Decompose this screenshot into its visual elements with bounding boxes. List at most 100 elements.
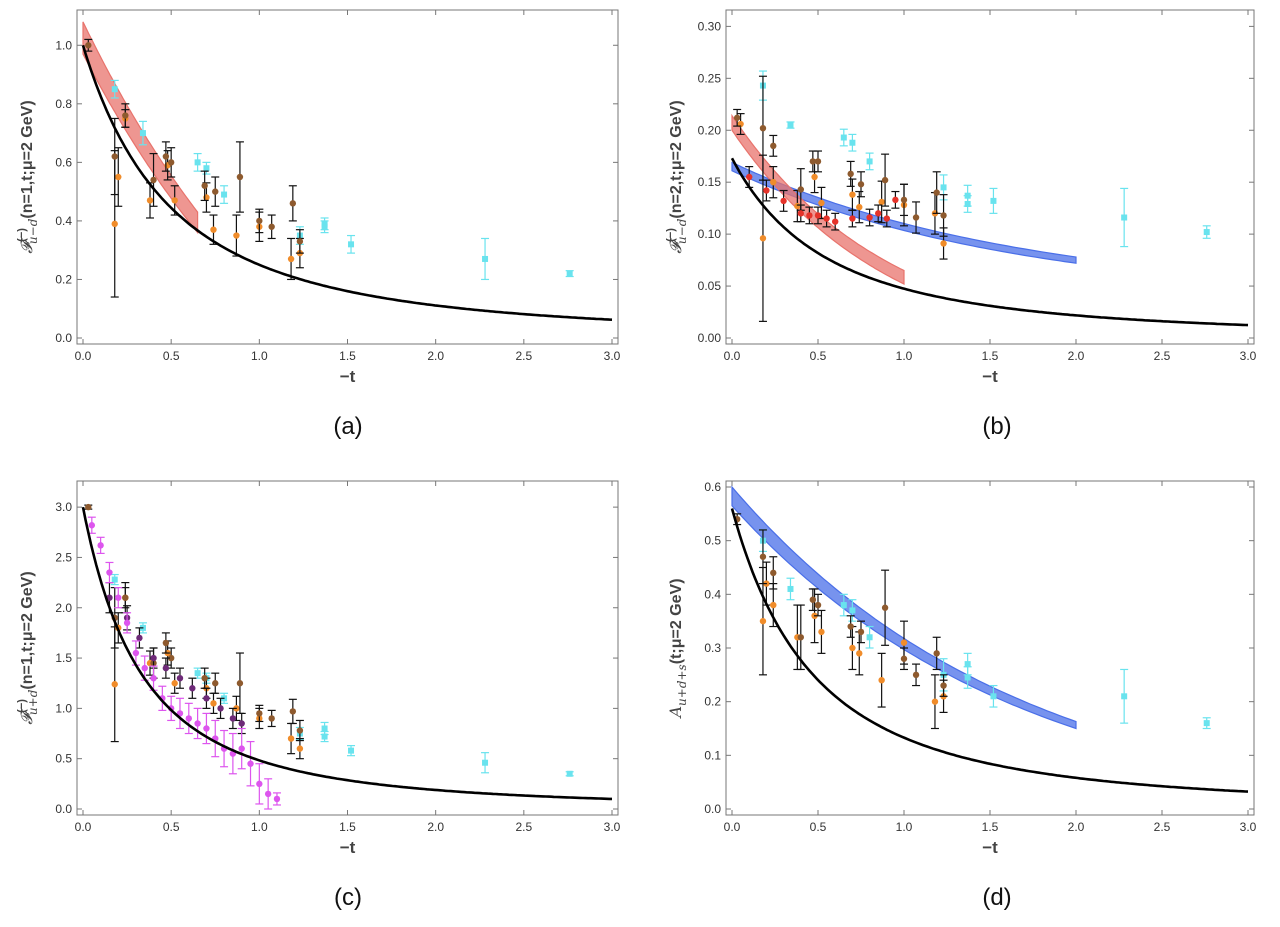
orange-data-point	[856, 203, 863, 211]
plot-area	[730, 485, 1249, 793]
orange-data-point	[115, 173, 122, 181]
y-tick-label: 0.6	[704, 480, 721, 494]
brown-data-point	[212, 188, 219, 195]
plot-area	[81, 503, 612, 810]
panel-label: (a)	[333, 413, 362, 440]
theory-curve	[81, 44, 613, 321]
brown-data-point	[759, 553, 767, 560]
x-tick-label: 2.5	[515, 349, 532, 363]
brown-data-point	[770, 142, 777, 150]
brown-data-point	[912, 214, 920, 221]
magenta-data-point	[247, 760, 254, 767]
brown-data-point	[912, 671, 920, 679]
theory-curve	[730, 508, 1249, 793]
y-tick-label: 0.5	[55, 752, 72, 766]
x-tick-label: 2.5	[1154, 349, 1171, 363]
brown-data-point	[162, 639, 170, 647]
x-tick-label: 2.0	[1068, 349, 1085, 363]
y-tick-label: 0.0	[704, 802, 721, 816]
panel-b: 0.0 0.5 1.0 1.5 2.0 2.5 3.0 0.00 0.05 0.10 0.15 0.2…	[665, 9, 1257, 440]
cyan-data-point	[1121, 214, 1128, 221]
y-tick-label: 0.6	[55, 155, 72, 169]
cyan-data-point	[566, 770, 573, 777]
x-tick-label: 0.5	[810, 820, 827, 834]
cyan-data-point	[849, 607, 856, 614]
red_points-data-point	[806, 212, 813, 219]
magenta-data-point	[264, 790, 272, 798]
x-tick-label: 0.0	[75, 820, 92, 834]
brown-data-point	[212, 680, 219, 687]
plot-frame	[725, 9, 1255, 345]
x-tick-label: 0.5	[163, 820, 180, 834]
magenta-data-point	[150, 674, 157, 682]
y-tick-label: 0.1	[704, 748, 721, 762]
cyan-data-point	[321, 733, 328, 740]
x-tick-label: 0.0	[75, 349, 92, 363]
panel-d: 0.0 0.5 1.0 1.5 2.0 2.5 3.0 0.0 0.1 0.2 0.3 0.4 0.5 0…	[666, 480, 1257, 911]
cyan-data-point	[194, 670, 201, 677]
y-tick-label: 0.2	[704, 695, 721, 709]
y-tick-label: 0.20	[698, 123, 722, 137]
x-axis-label: −t	[340, 367, 356, 386]
brown-data-point	[940, 682, 947, 689]
brown-data-point	[122, 112, 129, 119]
plot-area	[81, 21, 613, 321]
red_points-data-point	[866, 214, 873, 221]
cyan-data-point	[482, 759, 489, 766]
red_points-data-point	[832, 218, 839, 225]
blue-uncertainty-band	[731, 485, 1077, 730]
y-tick-label: 0.05	[698, 279, 722, 293]
cyan-data-point	[787, 585, 794, 592]
cyan-data-point	[866, 634, 873, 641]
orange-data-point	[296, 745, 304, 752]
x-axis-label: −t	[982, 367, 998, 386]
x-tick-label: 1.0	[251, 820, 268, 834]
orange-data-point	[811, 173, 818, 181]
orange-data-point	[818, 199, 825, 207]
y-tick-label: 0.0	[55, 802, 72, 816]
orange-data-point	[759, 235, 767, 242]
x-tick-label: 0.0	[724, 349, 741, 363]
orange-data-point	[287, 255, 295, 263]
cyan-data-point	[348, 747, 355, 754]
red_points-data-point	[883, 215, 890, 222]
red_points-data-point	[780, 197, 787, 205]
orange-data-point	[900, 639, 908, 646]
orange-data-point	[210, 226, 217, 233]
orange-data-point	[931, 698, 939, 705]
x-tick-label: 1.0	[251, 349, 268, 363]
blue-uncertainty-band	[731, 161, 1077, 264]
brown-data-point	[900, 655, 908, 662]
orange-data-point	[940, 240, 947, 247]
brown-data-point	[797, 634, 804, 641]
cyan-data-point	[1203, 229, 1210, 236]
y-tick-label: 2.5	[55, 550, 72, 564]
purple-data-point	[136, 634, 143, 642]
brown-data-point	[268, 223, 275, 230]
brown-data-point	[809, 158, 817, 165]
magenta-data-point	[106, 569, 113, 576]
brown-data-point	[847, 170, 854, 178]
cyan-data-point	[221, 191, 228, 198]
y-label-subscript: u−d	[26, 218, 40, 244]
brown-data-point	[296, 238, 304, 245]
panel-a: 0.0 0.5 1.0 1.5 2.0 2.5 3.0 0.0 0.2 0.4 0.6 0.8 1.0 −…	[16, 9, 621, 440]
brown-data-point	[162, 153, 170, 160]
y-label-subscript: u−d	[675, 218, 689, 244]
cyan-data-point	[194, 159, 201, 166]
cyan-data-point	[1203, 720, 1210, 727]
cyan-data-point	[203, 165, 210, 172]
x-tick-label: 1.5	[982, 349, 999, 363]
cyan-data-point	[964, 661, 971, 668]
red_points-data-point	[763, 187, 770, 194]
y-axis-label: 𝓕(−)u−d(n=2,t;μ=2 GeV)	[665, 100, 689, 253]
cyan-data-point	[964, 201, 971, 208]
purple-data-point	[203, 695, 210, 702]
cyan-data-point	[111, 576, 118, 583]
cyan-data-point	[787, 122, 794, 129]
y-label-subscript: u+d+s	[675, 664, 689, 706]
magenta-data-point	[132, 649, 140, 657]
brown-data-point	[289, 708, 297, 715]
red_points-data-point	[892, 196, 899, 204]
x-tick-label: 3.0	[1240, 349, 1257, 363]
